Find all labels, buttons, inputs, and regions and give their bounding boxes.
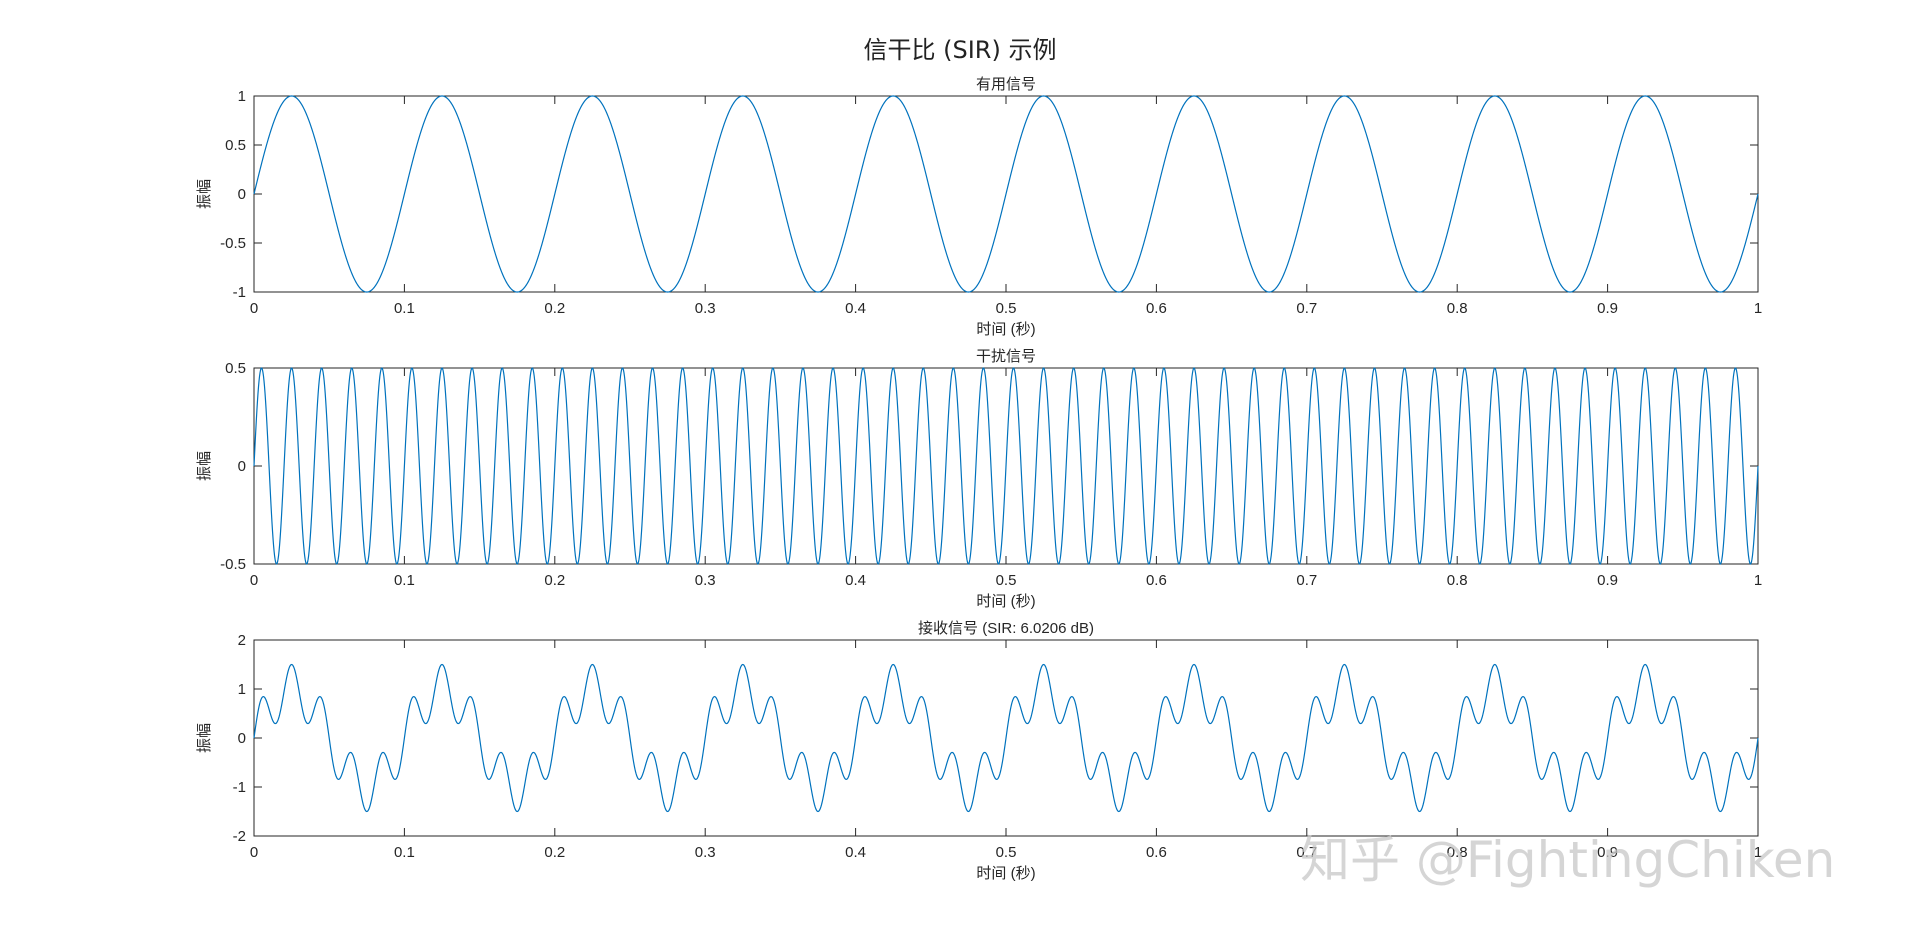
x-tick-label: 0.1 — [394, 572, 415, 589]
x-tick-label: 0.2 — [544, 572, 565, 589]
subplot-title-1: 有用信号 — [976, 76, 1036, 93]
subplot-title-2: 干扰信号 — [976, 348, 1036, 365]
x-tick-label: 0.2 — [544, 844, 565, 861]
y-axis-label-2: 振幅 — [196, 451, 213, 481]
x-tick-label: 0.5 — [996, 572, 1017, 589]
x-tick-label: 1 — [1754, 572, 1762, 589]
y-tick-label: 0 — [238, 730, 246, 747]
x-tick-label: 0.1 — [394, 844, 415, 861]
x-tick-label: 0.3 — [695, 572, 716, 589]
x-tick-label: 1 — [1754, 844, 1762, 861]
y-tick-label: 0 — [238, 458, 246, 475]
x-tick-label: 0.8 — [1447, 844, 1468, 861]
x-tick-label: 0.6 — [1146, 844, 1167, 861]
x-tick-label: 0.3 — [695, 844, 716, 861]
x-tick-label: 0.7 — [1296, 844, 1317, 861]
subplot-title-3: 接收信号 (SIR: 6.0206 dB) — [918, 620, 1094, 637]
x-tick-label: 1 — [1754, 300, 1762, 317]
x-tick-label: 0.4 — [845, 300, 866, 317]
x-axis-label-3: 时间 (秒) — [976, 865, 1035, 882]
y-tick-label: -1 — [233, 779, 246, 796]
x-tick-label: 0.3 — [695, 300, 716, 317]
x-tick-label: 0.8 — [1447, 300, 1468, 317]
x-tick-label: 0.4 — [845, 844, 866, 861]
series-line-2 — [253, 367, 1759, 565]
x-tick-label: 0.8 — [1447, 572, 1468, 589]
x-tick-label: 0.7 — [1296, 300, 1317, 317]
y-axis-label-3: 振幅 — [196, 723, 213, 753]
figure-title: 信干比 (SIR) 示例 — [863, 36, 1057, 64]
y-tick-label: 1 — [238, 681, 246, 698]
x-tick-label: 0.9 — [1597, 844, 1618, 861]
y-tick-label: -0.5 — [220, 556, 246, 573]
y-tick-label: -1 — [233, 284, 246, 301]
y-tick-label: 0.5 — [225, 360, 246, 377]
x-tick-label: 0.6 — [1146, 572, 1167, 589]
x-tick-label: 0 — [250, 844, 258, 861]
y-axis-label-1: 振幅 — [196, 179, 213, 209]
x-tick-label: 0.5 — [996, 300, 1017, 317]
y-tick-label: -2 — [233, 828, 246, 845]
x-tick-label: 0.9 — [1597, 300, 1618, 317]
series-line-3 — [253, 663, 1759, 813]
y-tick-label: 2 — [238, 632, 246, 649]
x-tick-label: 0.9 — [1597, 572, 1618, 589]
x-axis-label-1: 时间 (秒) — [976, 321, 1035, 338]
x-tick-label: 0 — [250, 300, 258, 317]
y-tick-label: 1 — [238, 88, 246, 105]
y-tick-label: 0.5 — [225, 137, 246, 154]
y-tick-label: -0.5 — [220, 235, 246, 252]
series-line-1 — [253, 95, 1759, 293]
x-tick-label: 0.7 — [1296, 572, 1317, 589]
x-axis-label-2: 时间 (秒) — [976, 593, 1035, 610]
x-tick-label: 0.2 — [544, 300, 565, 317]
x-tick-label: 0.5 — [996, 844, 1017, 861]
x-tick-label: 0.1 — [394, 300, 415, 317]
x-tick-label: 0.6 — [1146, 300, 1167, 317]
x-tick-label: 0 — [250, 572, 258, 589]
x-tick-label: 0.4 — [845, 572, 866, 589]
y-tick-label: 0 — [238, 186, 246, 203]
